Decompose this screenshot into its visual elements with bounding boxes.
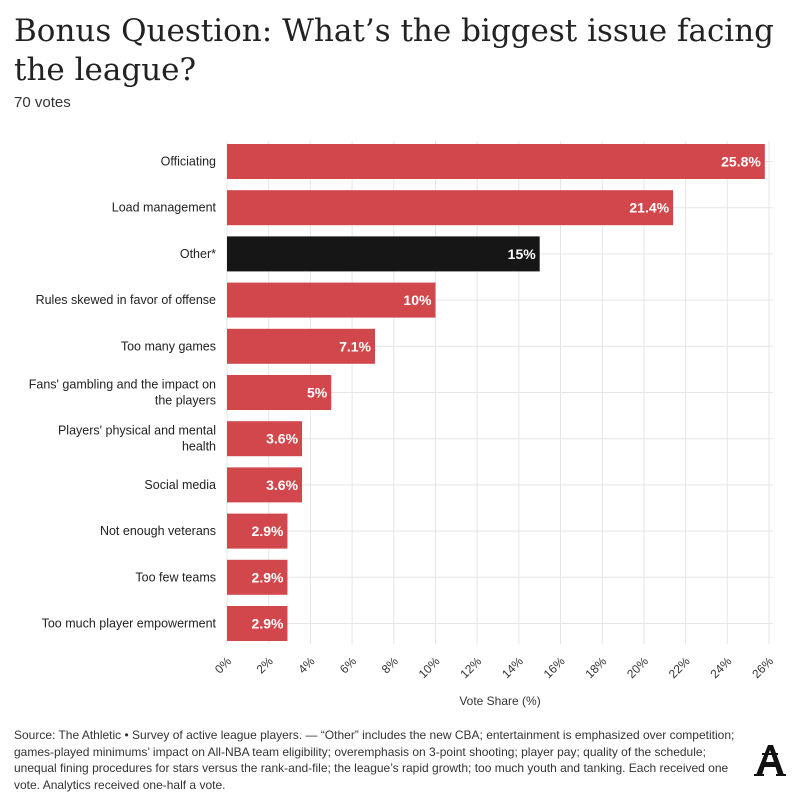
- bar-chart: 25.8% 21.4% 15% 10% 7.1% 5% 3.6% 3.6% 2.9% 2.9% 2.…: [29, 141, 776, 708]
- x-tick-label: 16%: [541, 654, 568, 681]
- bar: [227, 328, 376, 364]
- chart-title: Bonus Question: What’s the biggest issue…: [14, 13, 775, 88]
- x-tick-label: 10%: [416, 654, 443, 681]
- bar-value-label: 2.9%: [252, 616, 284, 632]
- category-label: Too many games: [121, 339, 216, 353]
- x-tick-label: 18%: [582, 654, 609, 681]
- bar: [227, 190, 674, 226]
- category-label: Load management: [112, 201, 217, 215]
- bar: [227, 282, 436, 318]
- bar: [227, 606, 288, 641]
- bar: [227, 559, 288, 595]
- category-labels: Officiating Load management Other* Rules sk…: [29, 155, 217, 631]
- bar: [227, 236, 540, 272]
- x-tick-label: 26%: [749, 654, 776, 681]
- bar: [227, 467, 303, 503]
- bar-value-label: 3.6%: [266, 477, 298, 493]
- source-footnote: Source: The Athletic • Survey of active …: [14, 728, 735, 792]
- category-label: Players' physical and mental health: [58, 424, 216, 454]
- bar: [227, 421, 303, 457]
- bar-value-label: 5%: [307, 385, 328, 401]
- x-tick-label: 14%: [499, 654, 526, 681]
- bar-value-label: 7.1%: [339, 338, 371, 354]
- bar-value-label: 25.8%: [721, 154, 761, 170]
- x-tick-label: 0%: [212, 654, 234, 676]
- category-label: Fans' gambling and the impact on the play…: [29, 378, 216, 408]
- x-tick-label: 8%: [379, 654, 401, 676]
- x-tick-label: 12%: [457, 654, 484, 681]
- bar-value-label: 15%: [508, 246, 537, 262]
- category-label: Too few teams: [135, 570, 216, 584]
- x-tick-label: 4%: [295, 654, 317, 676]
- bar-value-label: 10%: [403, 292, 432, 308]
- bar-value-label: 2.9%: [252, 569, 284, 585]
- category-label: Rules skewed in favor of offense: [36, 293, 216, 307]
- bar-value-label: 2.9%: [252, 523, 284, 539]
- bar-value-label: 21.4%: [629, 200, 669, 216]
- x-tick-label: 24%: [708, 654, 735, 681]
- bars: 25.8% 21.4% 15% 10% 7.1% 5% 3.6% 3.6% 2.9% 2.9% 2.…: [227, 144, 765, 641]
- the-athletic-logo-icon: [754, 745, 786, 776]
- x-tick-label: 6%: [337, 654, 359, 676]
- x-tick-label: 20%: [624, 654, 651, 681]
- chart-subtitle: 70 votes: [14, 94, 71, 111]
- bar: [227, 375, 332, 410]
- category-label: Other*: [180, 247, 216, 261]
- category-label: Not enough veterans: [100, 524, 216, 538]
- x-axis-ticks: 0% 2% 4% 6% 8% 10% 12% 14% 16% 18% 20% 22% 24% 26%: [212, 654, 776, 681]
- category-label: Officiating: [161, 155, 216, 169]
- x-tick-label: 2%: [254, 654, 276, 676]
- x-axis-label: Vote Share (%): [459, 694, 540, 708]
- bar: [227, 144, 765, 179]
- bar-value-label: 3.6%: [266, 431, 298, 447]
- category-label: Too much player empowerment: [42, 617, 217, 631]
- bar: [227, 513, 288, 549]
- x-tick-label: 22%: [666, 654, 693, 681]
- category-label: Social media: [144, 478, 216, 492]
